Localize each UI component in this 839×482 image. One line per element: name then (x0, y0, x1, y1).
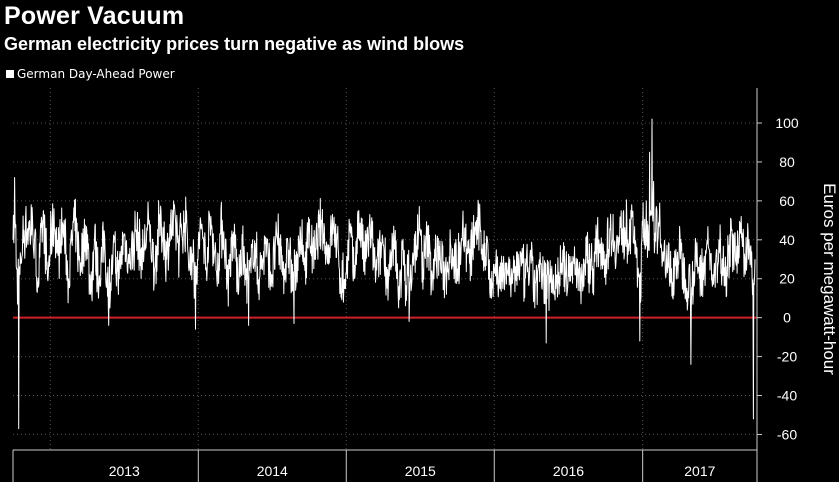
legend-swatch (6, 70, 14, 78)
y-tick-label: 100 (775, 115, 799, 131)
legend: German Day-Ahead Power (6, 67, 175, 81)
y-tick-labels: 100 80 60 40 20 0 -20 -40 -60 (775, 115, 799, 442)
x-tick-label: 2016 (553, 463, 584, 479)
y-tick-label: 20 (779, 271, 795, 287)
y-tick-label: -60 (777, 426, 797, 442)
x-tick-label: 2015 (405, 463, 436, 479)
x-tick-labels: 2013 2014 2015 2016 2017 (109, 463, 716, 479)
x-tick-label: 2014 (257, 463, 288, 479)
y-tick-label: 60 (779, 193, 795, 209)
series-line (12, 118, 756, 430)
x-tick-label: 2017 (684, 463, 715, 479)
x-tick-label: 2013 (109, 463, 140, 479)
y-tick-label: 40 (779, 232, 795, 248)
legend-label: German Day-Ahead Power (17, 67, 175, 81)
series-group (12, 118, 756, 430)
y-axis-label: Euros per megawatt-hour (820, 183, 839, 375)
axes (12, 88, 762, 482)
y-tick-label: 0 (783, 310, 791, 326)
y-tick-label: 80 (779, 154, 795, 170)
y-tick-label: -20 (777, 349, 797, 365)
chart-subtitle: German electricity prices turn negative … (4, 34, 465, 54)
y-tick-label: -40 (777, 388, 797, 404)
chart-title: Power Vacuum (4, 2, 185, 30)
